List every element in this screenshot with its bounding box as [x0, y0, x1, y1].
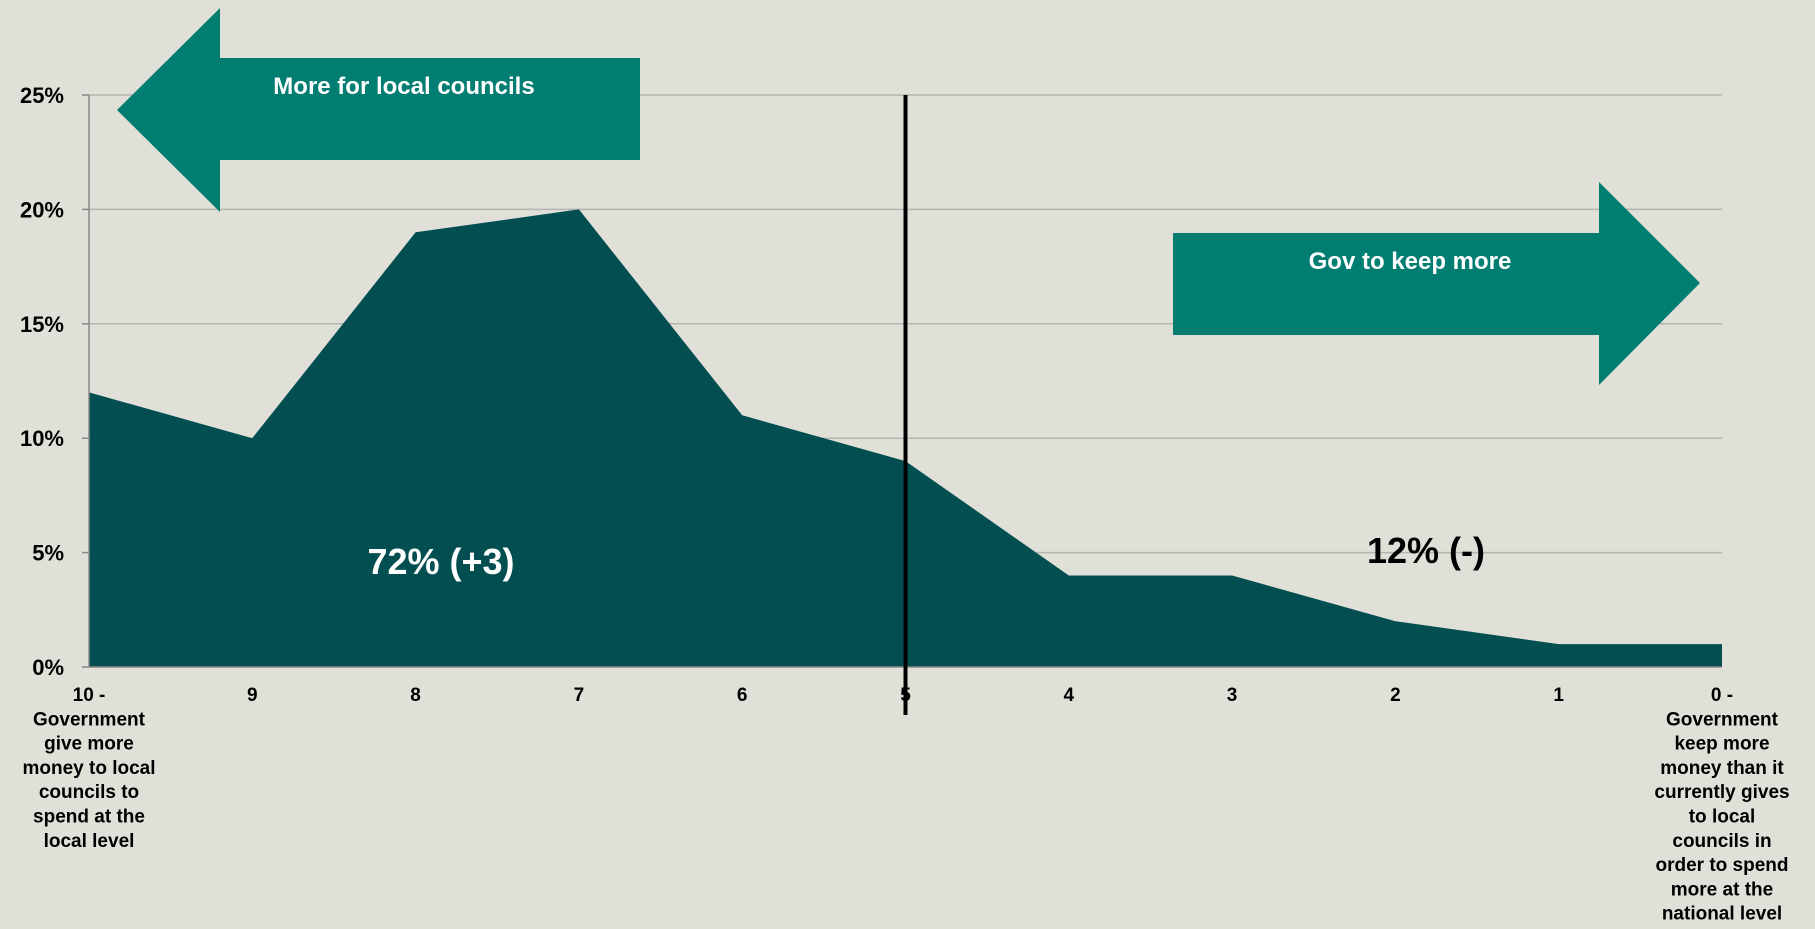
- x-tick-label: 1: [1553, 685, 1564, 706]
- left-share-label: 72% (+3): [367, 541, 514, 582]
- y-tick-label: 25%: [20, 83, 64, 108]
- x-tick-label: 7: [574, 685, 585, 706]
- y-tick-labels: 0% 5% 10% 15% 20% 25%: [20, 83, 64, 680]
- right-arrow-label: Gov to keep more: [1309, 248, 1512, 275]
- x-tick-label: 8: [410, 685, 421, 706]
- left-arrow-label: More for local councils: [273, 73, 534, 100]
- x-tick-label: 2: [1390, 685, 1401, 706]
- plot-area: [89, 209, 1722, 667]
- y-tick-label: 5%: [32, 541, 64, 566]
- x-tick-labels: 10 -Government give more money to local cou…: [22, 685, 1789, 925]
- x-tick-label: 6: [737, 685, 748, 706]
- x-tick-label: 9: [247, 685, 258, 706]
- right-arrow-shape: [1173, 182, 1700, 385]
- x-tick-label: 0 -Government keep more money than it curre…: [1654, 685, 1789, 924]
- y-tick-label: 15%: [20, 312, 64, 337]
- x-tick-label: 3: [1227, 685, 1238, 706]
- y-tick-label: 20%: [20, 197, 64, 222]
- area-series: [89, 209, 1722, 667]
- x-tick-label: 4: [1064, 685, 1075, 706]
- right-share-label: 12% (-): [1367, 530, 1485, 571]
- left-arrow-shape: [117, 8, 640, 212]
- y-tick-label: 10%: [20, 426, 64, 451]
- x-tick-label: 10 -Government give more money to local cou…: [22, 685, 155, 852]
- y-tick-label: 0%: [32, 655, 64, 680]
